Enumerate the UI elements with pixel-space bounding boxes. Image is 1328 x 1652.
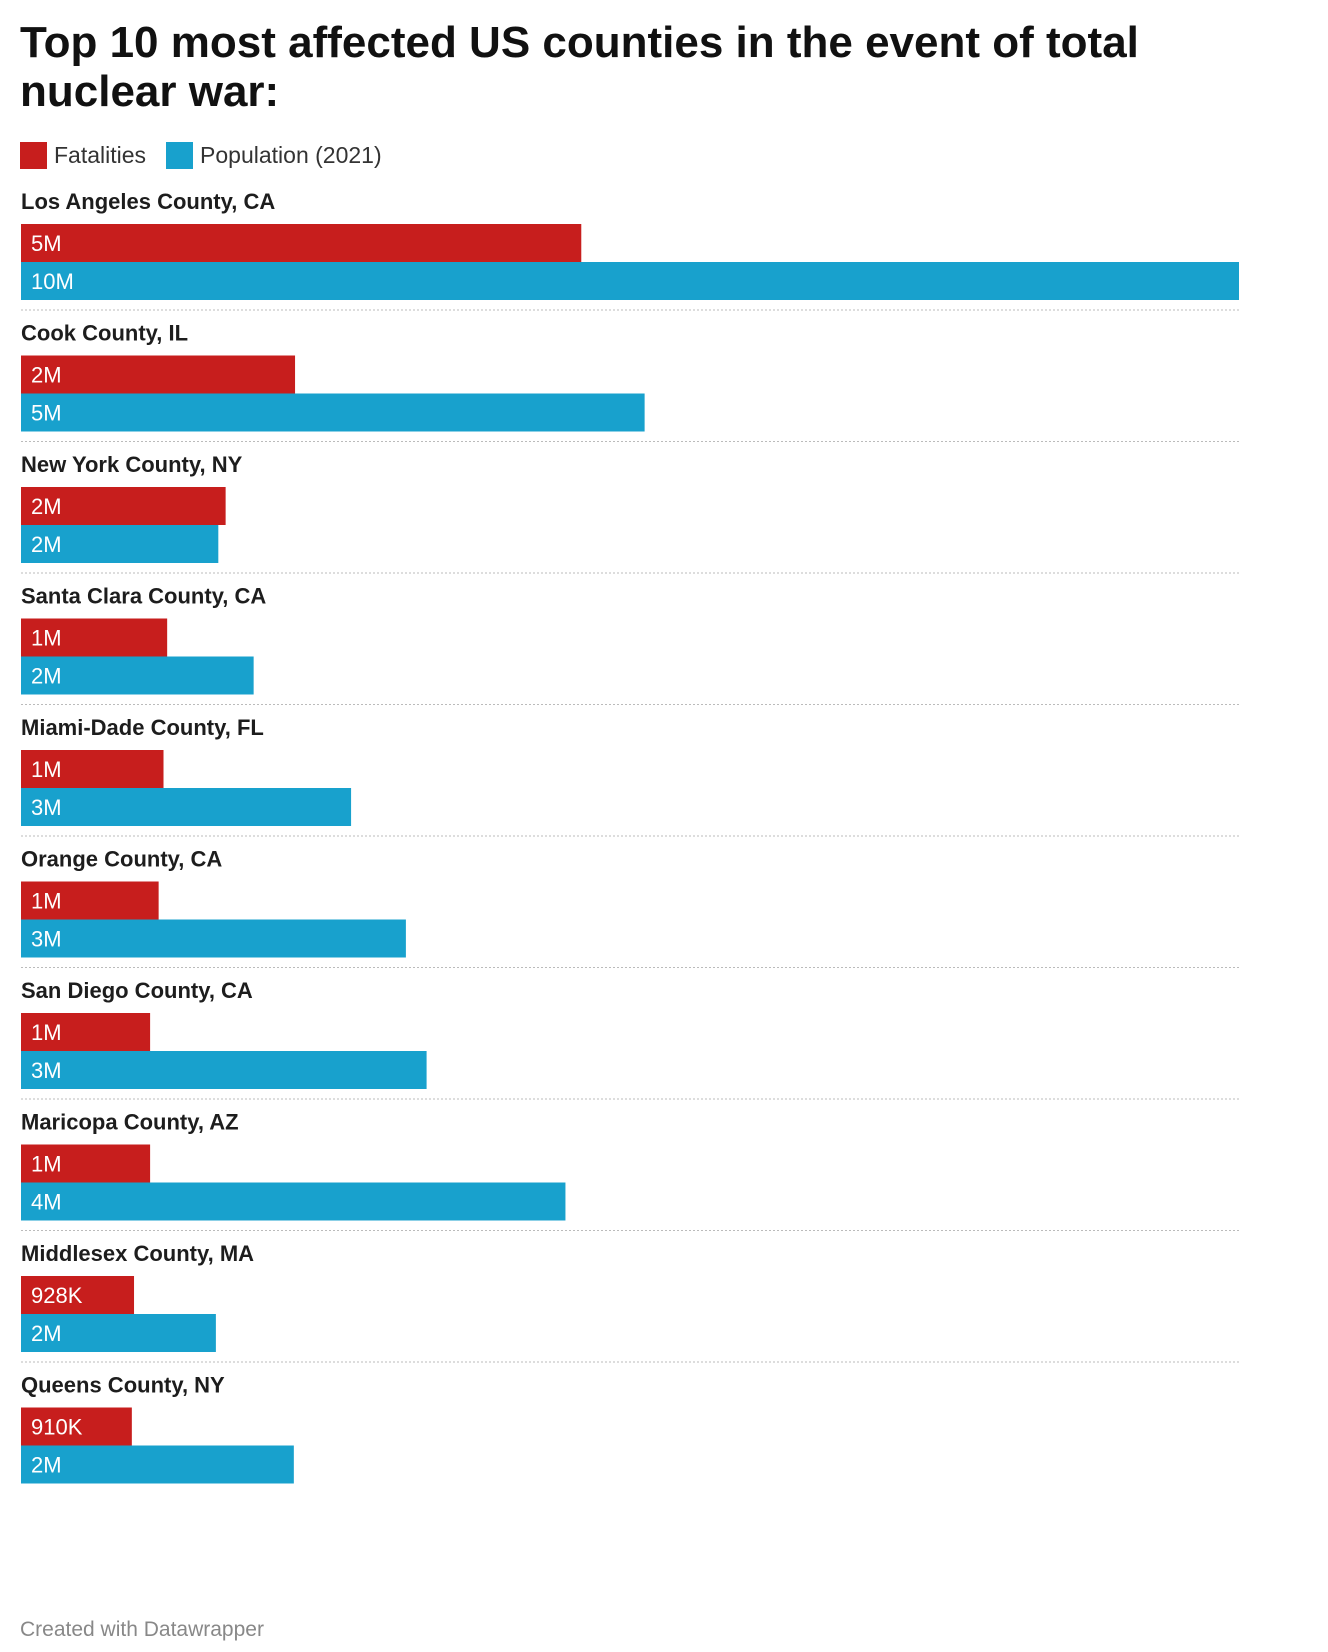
bar-chart: Los Angeles County, CA 5M 10M Cook County, … bbox=[21, 189, 1239, 1484]
bar-fatalities bbox=[21, 1013, 151, 1051]
legend-item-fatalities: Fatalities bbox=[20, 140, 146, 170]
data-label-fatalities: 2M bbox=[31, 494, 62, 519]
legend-swatch-population bbox=[166, 141, 194, 169]
bar-population bbox=[21, 1445, 294, 1484]
data-label-population: 2M bbox=[31, 1453, 62, 1478]
data-label-fatalities: 5M bbox=[31, 231, 62, 256]
data-label-fatalities: 1M bbox=[31, 889, 62, 914]
bar-fatalities bbox=[21, 355, 296, 394]
chart-title: Top 10 most affected US counties in the … bbox=[20, 18, 1139, 116]
bar-fatalities bbox=[21, 224, 582, 262]
legend-item-population: Population (2021) bbox=[166, 140, 382, 170]
category-label: Queens County, NY bbox=[21, 1373, 225, 1398]
legend-label-fatalities: Fatalities bbox=[54, 142, 147, 168]
data-label-population: 4M bbox=[31, 1190, 62, 1215]
chart-footer: Created with Datawrapper bbox=[20, 1618, 264, 1641]
category-label: Santa Clara County, CA bbox=[21, 584, 266, 609]
data-label-fatalities: 1M bbox=[31, 626, 62, 651]
bar-population bbox=[21, 1051, 427, 1089]
bar-population bbox=[21, 788, 352, 826]
bar-fatalities bbox=[21, 1276, 135, 1314]
bar-population bbox=[21, 393, 645, 432]
data-label-fatalities: 910K bbox=[31, 1415, 83, 1440]
category-label: Los Angeles County, CA bbox=[21, 189, 275, 214]
bar-population bbox=[21, 1182, 566, 1221]
category-label: Orange County, CA bbox=[21, 847, 222, 872]
bar-fatalities bbox=[21, 487, 226, 525]
bar-population bbox=[21, 525, 219, 563]
category-label: San Diego County, CA bbox=[21, 978, 253, 1003]
bar-population bbox=[21, 262, 1239, 300]
data-label-population: 3M bbox=[31, 927, 62, 952]
data-label-fatalities: 2M bbox=[31, 363, 62, 388]
category-label: Middlesex County, MA bbox=[21, 1241, 254, 1266]
category-label: Maricopa County, AZ bbox=[21, 1110, 239, 1135]
data-label-population: 2M bbox=[31, 664, 62, 689]
legend-swatch-fatalities bbox=[20, 141, 47, 169]
bar-fatalities bbox=[21, 1144, 151, 1183]
data-label-fatalities: 1M bbox=[31, 1020, 62, 1045]
data-label-population: 10M bbox=[31, 269, 74, 294]
bar-fatalities bbox=[21, 881, 159, 920]
bar-fatalities bbox=[21, 750, 164, 788]
bar-population bbox=[21, 1314, 216, 1352]
data-label-population: 5M bbox=[31, 401, 62, 426]
category-label: Cook County, IL bbox=[21, 321, 188, 346]
bar-fatalities bbox=[21, 1407, 132, 1446]
data-label-population: 3M bbox=[31, 1058, 62, 1083]
data-label-fatalities: 1M bbox=[31, 757, 62, 782]
chart-legend: Fatalities Population (2021) bbox=[20, 140, 402, 170]
bar-fatalities bbox=[21, 618, 168, 657]
data-label-population: 3M bbox=[31, 795, 62, 820]
data-label-population: 2M bbox=[31, 1321, 62, 1346]
category-label: New York County, NY bbox=[21, 452, 243, 477]
legend-label-population: Population (2021) bbox=[200, 142, 382, 168]
bar-population bbox=[21, 919, 406, 958]
category-label: Miami-Dade County, FL bbox=[21, 715, 264, 740]
data-label-population: 2M bbox=[31, 532, 62, 557]
data-label-fatalities: 1M bbox=[31, 1152, 62, 1177]
data-label-fatalities: 928K bbox=[31, 1283, 83, 1308]
bar-population bbox=[21, 656, 254, 695]
